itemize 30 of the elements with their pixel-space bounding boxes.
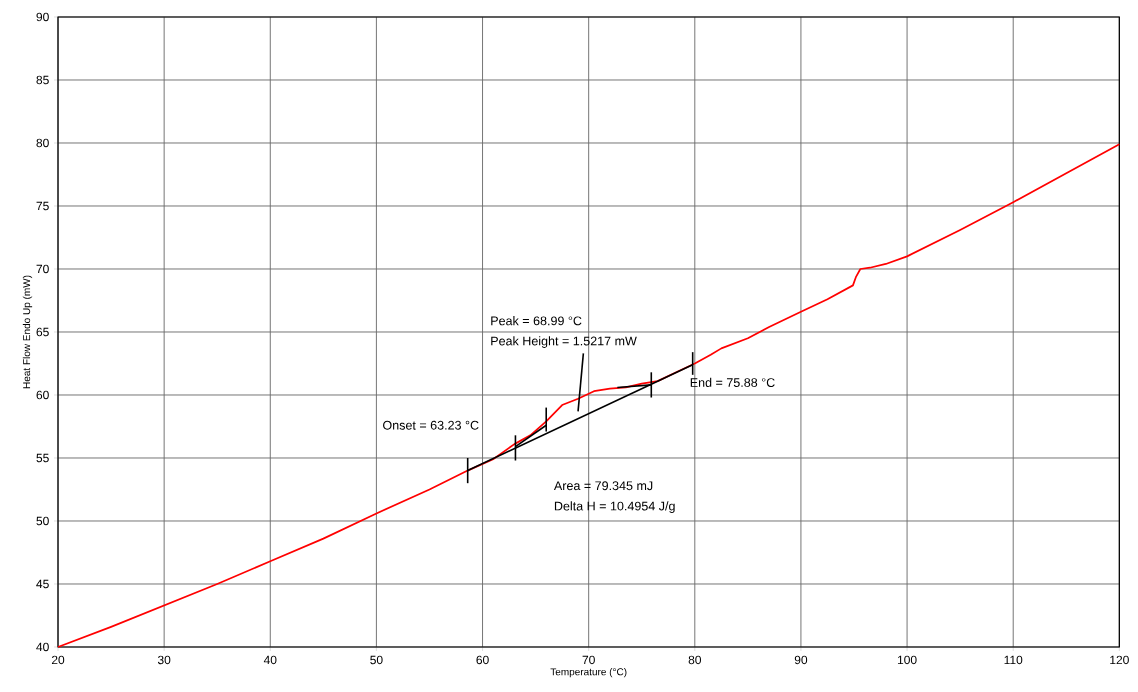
y-axis-title: Heat Flow Endo Up (mW) <box>22 275 33 389</box>
x-axis-title: Temperature (°C) <box>550 668 627 678</box>
y-tick-label: 55 <box>36 453 49 463</box>
y-tick-label: 50 <box>36 516 49 526</box>
annotation: Onset = 63.23 °C <box>383 420 479 430</box>
x-tick-label: 50 <box>370 655 383 665</box>
annotation: Peak = 68.99 °C <box>491 316 582 326</box>
annotation: Delta H = 10.4954 J/g <box>554 501 675 513</box>
x-tick-label: 100 <box>897 655 917 665</box>
annotation: Area = 79.345 mJ <box>553 481 653 491</box>
y-tick-label: 80 <box>36 138 49 148</box>
annotation: Peak Height = 1.5217 mW <box>491 336 637 348</box>
x-tick-label: 40 <box>263 655 277 665</box>
y-tick-label: 65 <box>36 327 49 337</box>
y-tick-label: 90 <box>36 12 49 22</box>
y-tick-label: 60 <box>36 390 49 400</box>
y-tick-label: 45 <box>36 579 49 589</box>
x-tick-label: 20 <box>51 655 65 665</box>
x-tick-label: 60 <box>476 655 489 665</box>
x-tick-label: 90 <box>794 655 808 665</box>
x-tick-label: 110 <box>1004 655 1023 665</box>
y-tick-label: 85 <box>36 75 49 85</box>
y-tick-label: 40 <box>36 642 49 652</box>
y-tick-label: 75 <box>36 201 49 211</box>
x-tick-label: 80 <box>688 655 702 665</box>
y-tick-label: 70 <box>36 264 49 274</box>
x-tick-label: 70 <box>582 655 595 665</box>
x-tick-label: 120 <box>1110 655 1129 665</box>
annotation: End = 75.88 °C <box>690 377 775 387</box>
x-tick-label: 30 <box>157 655 171 665</box>
